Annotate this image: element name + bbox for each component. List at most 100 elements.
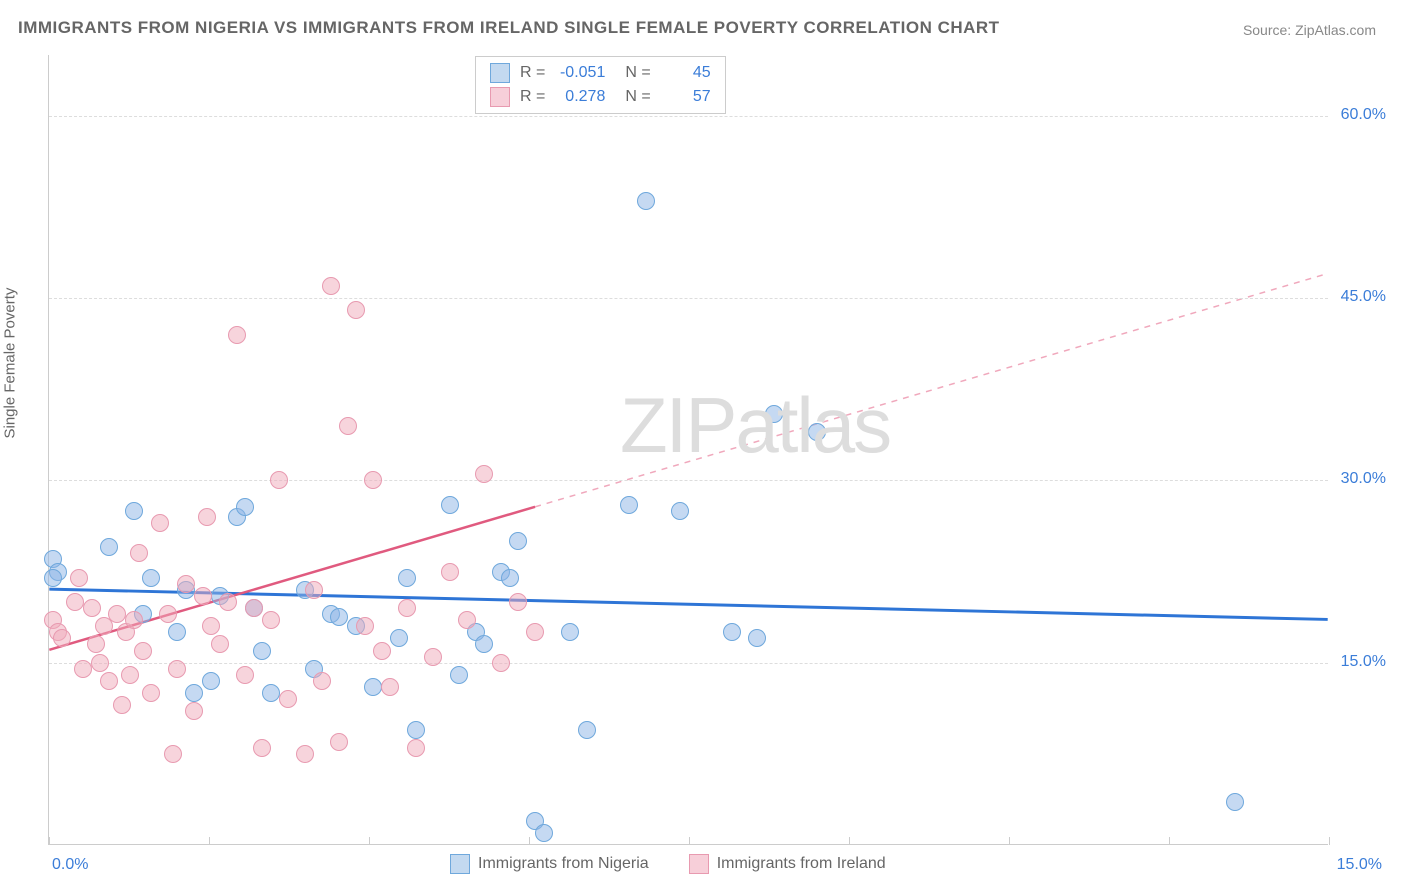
scatter-point: [578, 721, 596, 739]
scatter-point: [475, 465, 493, 483]
scatter-point: [561, 623, 579, 641]
scatter-point: [458, 611, 476, 629]
scatter-point: [526, 623, 544, 641]
scatter-point: [159, 605, 177, 623]
scatter-point: [185, 702, 203, 720]
scatter-point: [364, 471, 382, 489]
source-label: Source: ZipAtlas.com: [1243, 22, 1376, 38]
x-tick-mark: [369, 837, 370, 845]
scatter-point: [381, 678, 399, 696]
scatter-point: [202, 672, 220, 690]
scatter-point: [66, 593, 84, 611]
x-tick-mark: [49, 837, 50, 845]
scatter-point: [44, 569, 62, 587]
r-value: 0.278: [555, 88, 605, 106]
scatter-point: [765, 405, 783, 423]
y-tick-label: 60.0%: [1341, 106, 1386, 124]
gridline: [49, 116, 1328, 117]
scatter-point: [219, 593, 237, 611]
scatter-point: [91, 654, 109, 672]
scatter-point: [245, 599, 263, 617]
scatter-point: [671, 502, 689, 520]
scatter-point: [620, 496, 638, 514]
scatter-point: [330, 608, 348, 626]
x-tick-mark: [529, 837, 530, 845]
scatter-point: [347, 301, 365, 319]
scatter-point: [253, 739, 271, 757]
x-axis-max-label: 15.0%: [1337, 856, 1382, 874]
scatter-point: [441, 563, 459, 581]
scatter-point: [228, 326, 246, 344]
scatter-point: [330, 733, 348, 751]
scatter-point: [108, 605, 126, 623]
scatter-point: [407, 721, 425, 739]
scatter-point: [373, 642, 391, 660]
scatter-point: [390, 629, 408, 647]
scatter-point: [270, 471, 288, 489]
scatter-point: [262, 611, 280, 629]
trend-lines-svg: [49, 55, 1328, 844]
legend-item: Immigrants from Nigeria: [450, 854, 649, 874]
chart-plot-area: [48, 55, 1328, 845]
series-swatch: [490, 87, 510, 107]
scatter-point: [356, 617, 374, 635]
n-value: 57: [661, 88, 711, 106]
scatter-point: [501, 569, 519, 587]
scatter-point: [164, 745, 182, 763]
scatter-point: [202, 617, 220, 635]
scatter-point: [398, 569, 416, 587]
scatter-point: [296, 745, 314, 763]
legend-swatch: [450, 854, 470, 874]
gridline: [49, 663, 1328, 664]
x-tick-mark: [1169, 837, 1170, 845]
gridline: [49, 298, 1328, 299]
scatter-point: [151, 514, 169, 532]
trend-line: [49, 589, 1327, 619]
chart-title: IMMIGRANTS FROM NIGERIA VS IMMIGRANTS FR…: [18, 18, 1000, 38]
scatter-point: [236, 666, 254, 684]
scatter-point: [475, 635, 493, 653]
scatter-point: [142, 569, 160, 587]
scatter-point: [279, 690, 297, 708]
stats-row: R = 0.278 N = 57: [490, 87, 711, 107]
series-swatch: [490, 63, 510, 83]
scatter-point: [492, 654, 510, 672]
scatter-point: [168, 660, 186, 678]
scatter-point: [450, 666, 468, 684]
legend-swatch: [689, 854, 709, 874]
scatter-point: [113, 696, 131, 714]
scatter-point: [134, 642, 152, 660]
scatter-point: [509, 532, 527, 550]
correlation-stats-box: R =-0.051N =45R =0.278N =57: [475, 56, 726, 114]
scatter-point: [322, 277, 340, 295]
bottom-legend: Immigrants from Nigeria Immigrants from I…: [450, 854, 886, 874]
scatter-point: [100, 538, 118, 556]
x-tick-mark: [1329, 837, 1330, 845]
scatter-point: [637, 192, 655, 210]
x-axis-min-label: 0.0%: [52, 856, 88, 874]
scatter-point: [441, 496, 459, 514]
y-tick-label: 30.0%: [1341, 470, 1386, 488]
scatter-point: [305, 581, 323, 599]
scatter-point: [142, 684, 160, 702]
x-tick-mark: [849, 837, 850, 845]
scatter-point: [262, 684, 280, 702]
scatter-point: [125, 611, 143, 629]
scatter-point: [168, 623, 186, 641]
n-label: N =: [625, 64, 650, 82]
r-label: R =: [520, 64, 545, 82]
r-label: R =: [520, 88, 545, 106]
scatter-point: [185, 684, 203, 702]
n-label: N =: [625, 88, 650, 106]
legend-item: Immigrants from Ireland: [689, 854, 886, 874]
scatter-point: [1226, 793, 1244, 811]
legend-label: Immigrants from Ireland: [717, 855, 886, 873]
scatter-point: [398, 599, 416, 617]
scatter-point: [100, 672, 118, 690]
scatter-point: [177, 575, 195, 593]
y-axis-label: Single Female Poverty: [2, 288, 19, 439]
scatter-point: [125, 502, 143, 520]
scatter-point: [53, 629, 71, 647]
scatter-point: [748, 629, 766, 647]
scatter-point: [211, 635, 229, 653]
